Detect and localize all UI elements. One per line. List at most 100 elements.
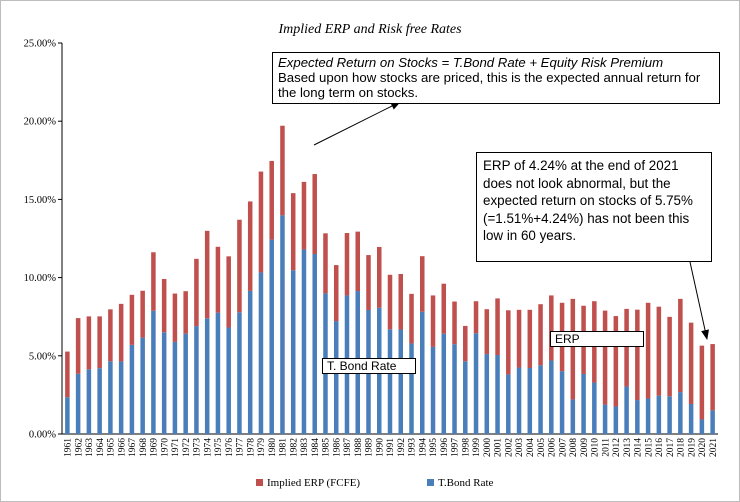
bar-tbond-1981 <box>280 215 285 434</box>
x-tick-label: 1982 <box>289 438 299 457</box>
y-tick-label: 0.00% <box>29 430 56 441</box>
bar-tbond-1972 <box>183 333 188 434</box>
bar-tbond-1967 <box>129 344 135 434</box>
erp-note-callout: ERP of 4.24% at the end of 2021 does not… <box>476 152 712 262</box>
x-tick-label: 1984 <box>311 438 321 457</box>
bar-tbond-1999 <box>473 333 479 434</box>
bar-tbond-1982 <box>290 270 296 434</box>
bar-erp-1995 <box>430 295 436 347</box>
bar-tbond-1976 <box>226 327 231 434</box>
x-tick-label: 2010 <box>591 438 601 457</box>
bar-erp-1961 <box>65 351 70 398</box>
x-tick-label: 1999 <box>472 438 482 457</box>
bar-erp-1966 <box>118 303 124 362</box>
bar-tbond-2014 <box>635 400 640 434</box>
bar-erp-1969 <box>151 252 156 311</box>
bar-tbond-2013 <box>624 386 629 434</box>
x-tick-label: 2009 <box>580 438 590 457</box>
bar-erp-1991 <box>387 274 393 330</box>
bar-tbond-1991 <box>387 329 393 434</box>
bar-tbond-1983 <box>301 249 307 434</box>
bar-erp-1987 <box>344 233 350 296</box>
x-axis-labels: 1961 1962 1963 1964 1965 1966 1967 1968 1969 1970… <box>64 438 719 457</box>
bar-tbond-2015 <box>645 398 651 434</box>
x-tick-label: 1973 <box>193 438 203 457</box>
bar-tbond-2018 <box>678 392 683 434</box>
bar-tbond-2002 <box>506 374 511 434</box>
legend-label-1: T.Bond Rate <box>438 477 494 489</box>
erp-note-text: ERP of 4.24% at the end of 2021 does not… <box>483 158 693 243</box>
bar-tbond-1961 <box>65 397 70 434</box>
y-tick-label: 25.00% <box>24 39 57 50</box>
chart-title: Implied ERP and Risk free Rates <box>277 22 462 37</box>
x-tick-label: 2004 <box>526 438 536 457</box>
x-tick-label: 2019 <box>687 438 697 457</box>
tbond-rate-label: T. Bond Rate <box>322 358 416 374</box>
bar-tbond-1973 <box>194 326 199 434</box>
bar-erp-1999 <box>473 301 479 334</box>
y-tick-label: 20.00% <box>24 117 57 128</box>
y-tick-label: 10.00% <box>24 273 57 284</box>
bar-erp-1990 <box>376 246 382 308</box>
bar-erp-1993 <box>409 293 414 344</box>
bar-erp-1981 <box>280 125 285 216</box>
bar-erp-2002 <box>506 310 511 375</box>
bar-tbond-1978 <box>247 290 253 434</box>
x-tick-label: 1964 <box>96 438 106 457</box>
bar-erp-1975 <box>215 246 221 313</box>
formula-callout: Expected Return on Stocks = T.Bond Rate … <box>272 52 720 104</box>
x-tick-label: 1962 <box>74 438 84 457</box>
bar-erp-1989 <box>366 255 371 310</box>
bar-tbond-1970 <box>161 332 167 434</box>
x-tick-label: 1981 <box>279 438 289 457</box>
bar-erp-1985 <box>323 233 328 294</box>
bar-erp-1978 <box>247 201 253 291</box>
bar-erp-1971 <box>172 293 178 342</box>
bar-erp-2018 <box>678 298 683 393</box>
bar-erp-2017 <box>667 316 672 397</box>
x-tick-label: 1976 <box>225 438 235 457</box>
bar-tbond-2000 <box>484 354 490 434</box>
x-tick-label: 1998 <box>461 438 471 457</box>
x-tick-label: 1961 <box>64 438 74 457</box>
bar-erp-1968 <box>140 290 145 338</box>
y-tick-label: 5.00% <box>29 351 56 362</box>
bar-erp-1979 <box>258 171 264 273</box>
y-tick-label: 15.00% <box>24 195 57 206</box>
x-tick-label: 1969 <box>150 438 160 457</box>
bar-tbond-1965 <box>108 361 113 434</box>
bar-erp-2000 <box>484 309 490 355</box>
x-tick-label: 1970 <box>160 438 170 457</box>
x-tick-label: 1974 <box>203 438 213 457</box>
bar-tbond-2021 <box>710 410 715 434</box>
bar-tbond-1984 <box>312 253 317 434</box>
x-tick-label: 2000 <box>483 438 493 457</box>
bar-tbond-1977 <box>237 312 242 434</box>
x-tick-label: 1995 <box>429 438 439 457</box>
bar-tbond-2003 <box>516 367 522 434</box>
bar-erp-1996 <box>441 283 447 334</box>
bar-tbond-1979 <box>258 272 264 434</box>
bar-tbond-2012 <box>613 406 619 434</box>
bar-tbond-1964 <box>97 368 102 434</box>
x-tick-label: 2017 <box>666 438 676 457</box>
x-tick-label: 2001 <box>494 438 504 457</box>
bar-tbond-1996 <box>441 333 447 434</box>
bar-erp-1962 <box>75 318 81 374</box>
bar-tbond-2019 <box>688 403 694 434</box>
x-tick-label: 1963 <box>85 438 95 457</box>
x-tick-label: 1975 <box>214 438 224 457</box>
bar-erp-2006 <box>549 295 554 361</box>
x-tick-label: 1988 <box>354 438 364 457</box>
x-tick-label: 1965 <box>107 438 117 457</box>
bar-erp-1964 <box>97 316 102 369</box>
bar-tbond-2004 <box>527 367 533 434</box>
x-tick-label: 1978 <box>246 438 256 457</box>
x-tick-label: 2016 <box>655 438 665 457</box>
x-tick-label: 1991 <box>386 438 396 457</box>
x-tick-label: 2018 <box>677 438 687 457</box>
bar-tbond-2009 <box>581 373 586 434</box>
legend: Implied ERP (FCFE) T.Bond Rate <box>256 477 494 489</box>
x-tick-label: 2013 <box>623 438 633 457</box>
bar-erp-1992 <box>398 274 404 330</box>
